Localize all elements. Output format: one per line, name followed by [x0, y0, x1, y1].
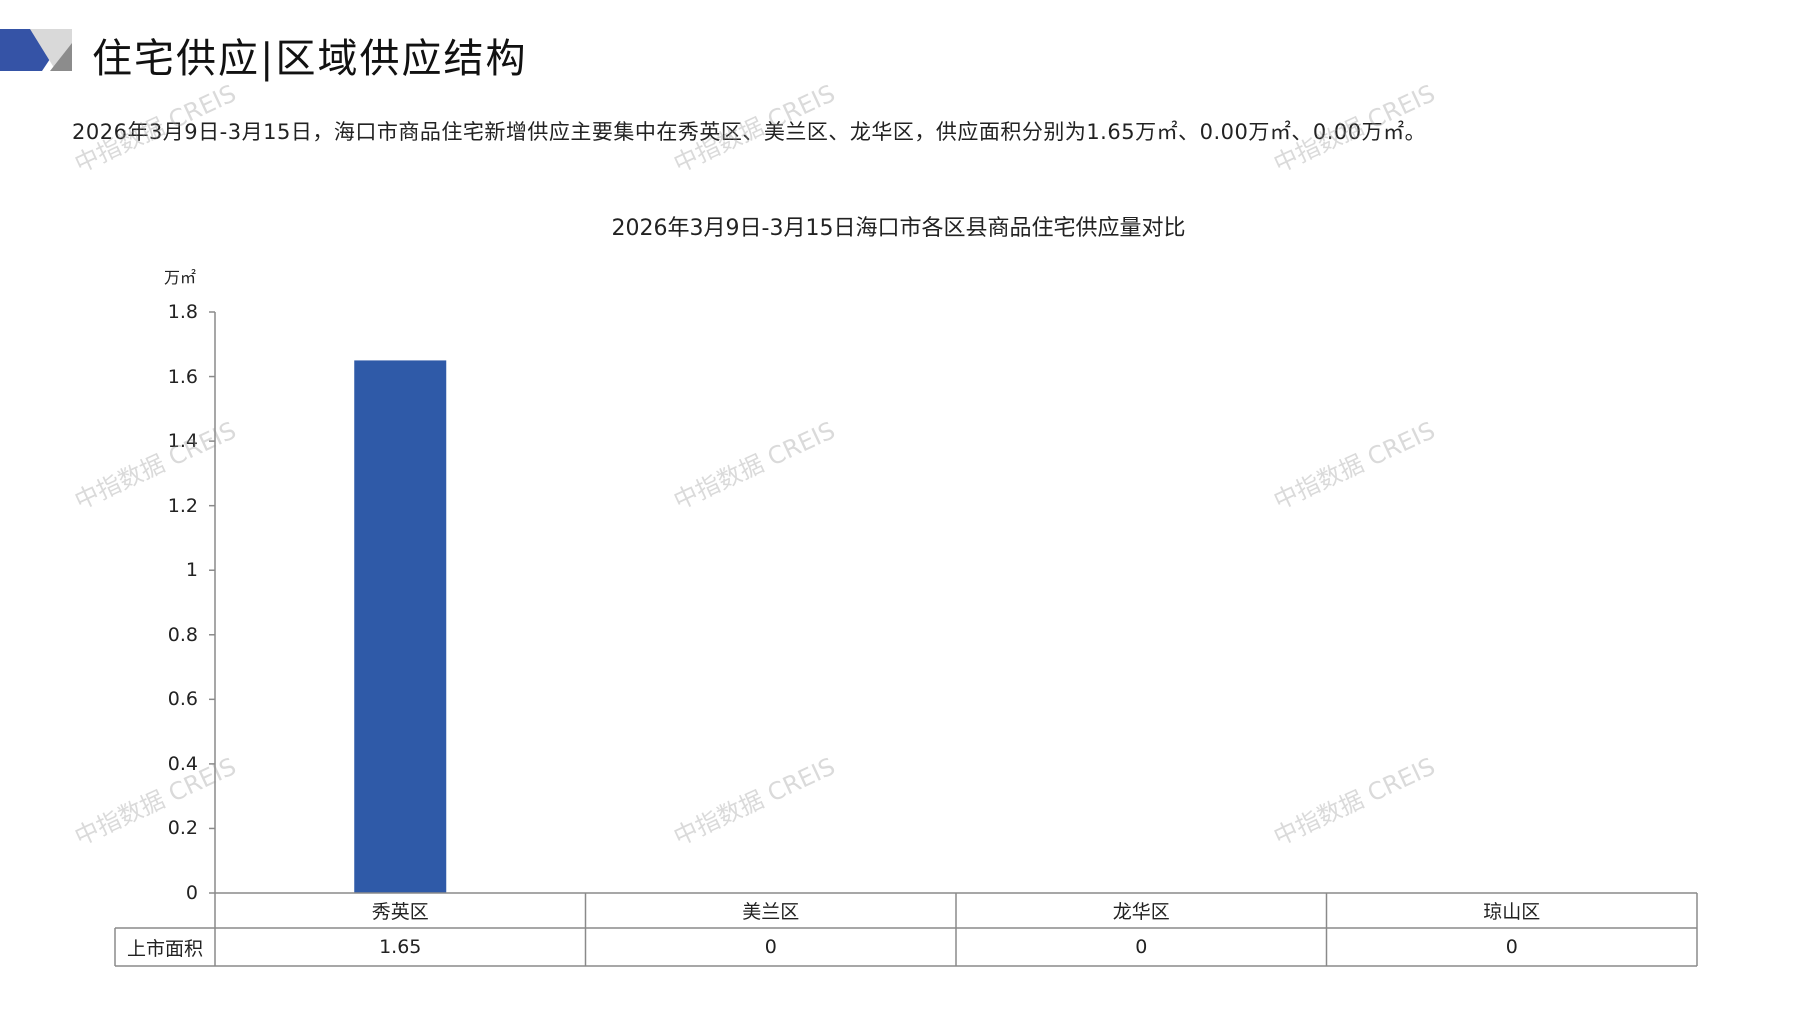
data-value-label: 0	[764, 936, 777, 958]
data-value-label: 0	[1505, 936, 1518, 958]
y-tick-label: 1.4	[167, 430, 198, 453]
y-tick-label: 1	[185, 559, 198, 582]
y-tick-label: 1.8	[167, 301, 198, 323]
data-value-label: 0	[1135, 936, 1148, 958]
y-tick-label: 0.2	[167, 817, 198, 840]
y-tick-label: 0.8	[167, 623, 198, 646]
x-category-label: 美兰区	[742, 901, 800, 923]
data-value-label: 1.65	[379, 936, 422, 958]
page-title: 住宅供应|区域供应结构	[92, 36, 528, 82]
summary-text: 2026年3月9日-3月15日，海口市商品住宅新增供应主要集中在秀英区、美兰区、…	[72, 120, 1427, 144]
chart-title: 2026年3月9日-3月15日海口市各区县商品住宅供应量对比	[611, 216, 1186, 241]
y-tick-label: 1.6	[167, 365, 198, 388]
y-axis-labels: 0 0.2 0.4 0.6 0.8 1 1.2 1.4 1.6 1.8	[100, 0, 198, 1010]
legend-series-label: 上市面积	[126, 937, 203, 960]
y-tick-label: 0	[185, 882, 198, 904]
x-category-label: 秀英区	[371, 901, 429, 923]
y-tick-label: 0.4	[167, 752, 198, 775]
bar-秀英区	[354, 360, 447, 894]
x-category-label: 琼山区	[1483, 901, 1541, 923]
y-tick-label: 0.6	[167, 688, 198, 711]
y-axis-unit: 万㎡	[164, 268, 197, 287]
x-category-label: 龙华区	[1112, 901, 1170, 923]
y-tick-label: 1.2	[167, 494, 198, 517]
header-logo	[0, 29, 72, 71]
